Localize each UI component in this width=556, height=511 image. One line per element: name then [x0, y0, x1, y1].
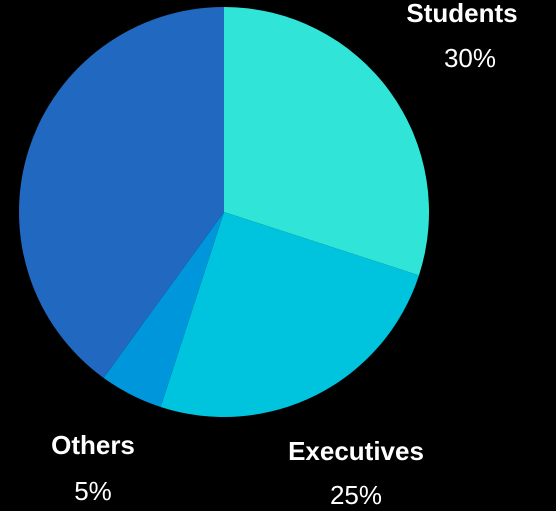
- pie-slice-others: [103, 212, 224, 407]
- slice-label-students: Students: [406, 0, 517, 28]
- pie-slice-executives: [160, 212, 419, 417]
- slice-value-others: 5%: [74, 476, 112, 506]
- pie-slice-unlabeled: [18, 7, 224, 378]
- slice-value-executives: 25%: [330, 480, 382, 510]
- slice-label-executives: Executives: [288, 436, 424, 466]
- slice-label-others: Others: [51, 430, 135, 460]
- pie-slice-students: [224, 7, 430, 276]
- slice-value-students: 30%: [444, 43, 496, 73]
